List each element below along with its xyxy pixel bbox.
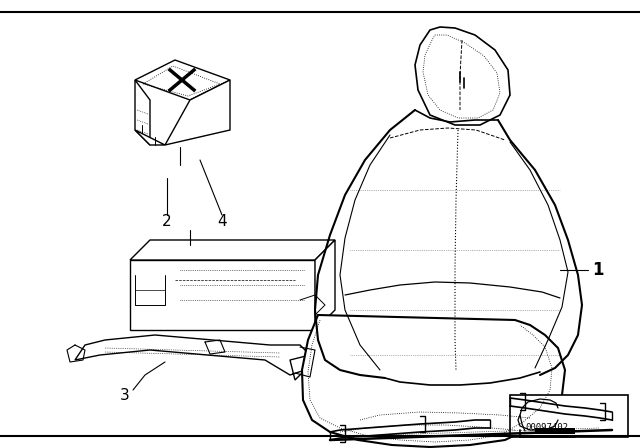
Polygon shape — [302, 315, 565, 447]
Polygon shape — [135, 80, 150, 145]
FancyBboxPatch shape — [535, 428, 575, 434]
Text: 1: 1 — [592, 261, 604, 279]
Polygon shape — [315, 240, 335, 330]
Text: 00097402: 00097402 — [525, 423, 568, 432]
Text: 4: 4 — [217, 215, 227, 229]
Polygon shape — [165, 80, 230, 145]
Polygon shape — [75, 335, 310, 380]
Text: 3: 3 — [120, 388, 130, 402]
Polygon shape — [415, 27, 510, 125]
Text: 2: 2 — [162, 215, 172, 229]
FancyBboxPatch shape — [510, 395, 628, 437]
Polygon shape — [135, 60, 230, 100]
Polygon shape — [130, 240, 335, 260]
Polygon shape — [135, 130, 165, 145]
Polygon shape — [130, 260, 315, 330]
